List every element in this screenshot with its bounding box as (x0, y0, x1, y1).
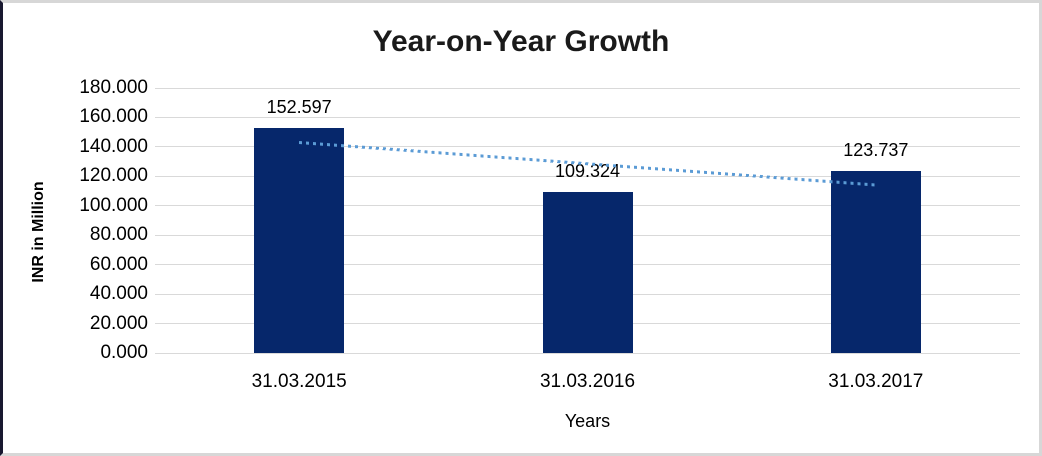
gridline (155, 87, 1020, 89)
x-axis-title: Years (564, 411, 611, 431)
y-axis-tick-label: 40.000 (89, 283, 148, 305)
y-axis-tick-label: 160.000 (79, 106, 148, 128)
bar (542, 192, 633, 353)
bar (830, 170, 921, 353)
y-axis-tick-label: 80.000 (89, 224, 148, 246)
y-axis-tick-label: 120.000 (79, 165, 148, 187)
x-axis-tick-label: 31.03.2017 (828, 371, 924, 392)
y-axis-tick-label: 100.000 (79, 194, 148, 216)
bar (254, 128, 345, 353)
gridline (155, 352, 1020, 354)
y-axis-tick-label: 180.000 (79, 77, 148, 98)
x-axis-tick-label: 31.03.2016 (539, 371, 636, 392)
bar-value-label: 152.597 (266, 97, 332, 118)
plot-area: 0.000 20.000 40.000 60.000 80.000 100.000 120.… (3, 3, 1039, 453)
y-axis-tick-label: 20.000 (89, 312, 148, 334)
gridline (155, 116, 1020, 118)
y-axis-tick-label: 60.000 (89, 253, 148, 275)
chart-title: Year-on-Year Growth (372, 25, 670, 58)
y-axis-tick-label: 0.000 (100, 342, 148, 363)
x-axis-tick-label: 31.03.2015 (251, 371, 347, 392)
bar-value-label: 123.737 (843, 139, 909, 160)
gridline (155, 146, 1020, 148)
gridline (155, 175, 1020, 177)
y-axis-tick-label: 140.000 (79, 135, 148, 157)
